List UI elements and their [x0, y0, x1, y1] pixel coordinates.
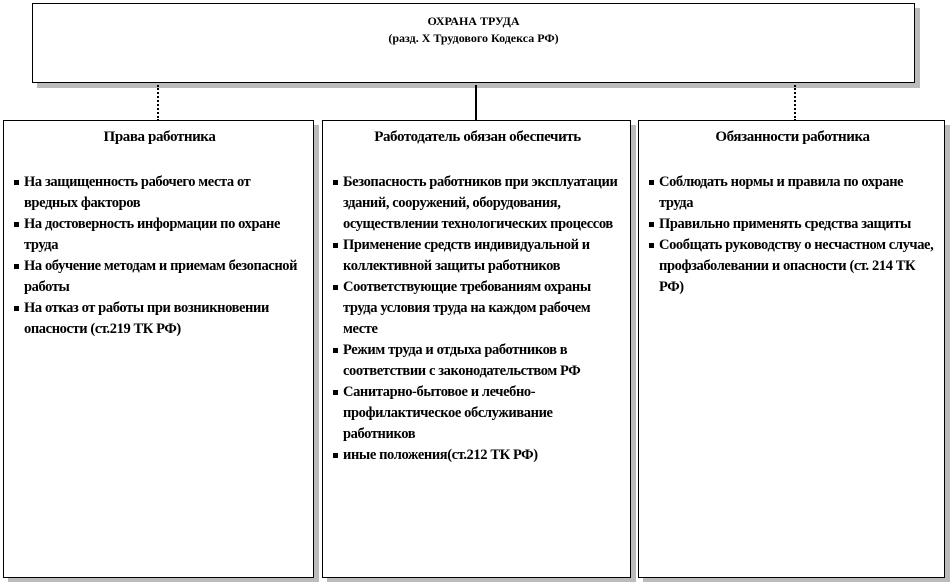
connector-middle: [475, 85, 477, 121]
connector-right: [794, 85, 796, 121]
root-subtitle: (разд. X Трудового Кодекса РФ): [388, 31, 559, 45]
list-item: Применение средств индивидуальной и колл…: [333, 235, 622, 277]
list-item: На защищенность рабочего места от вредны…: [14, 172, 305, 214]
column-worker-rights: Права работника На защищенность рабочего…: [3, 120, 314, 578]
column-worker-duties: Обязанности работника Соблюдать нормы и …: [638, 120, 945, 578]
list-item: иные положения(ст.212 ТК РФ): [333, 445, 622, 466]
column-heading: Обязанности работника: [715, 129, 870, 145]
list-item: Безопасность работников при эксплуатации…: [333, 172, 622, 235]
root-box: ОХРАНА ТРУДА (разд. X Трудового Кодекса …: [32, 3, 915, 83]
list-item: На достоверность информации по охране тр…: [14, 214, 305, 256]
list-item: Режим труда и отдыха работников в соотве…: [333, 340, 622, 382]
list-item: Санитарно-бытовое и лечебно-профилактиче…: [333, 382, 622, 445]
connector-left: [157, 85, 159, 121]
list-item: Соответствующие требованиям охраны труда…: [333, 277, 622, 340]
column-heading: Работодатель обязан обеспечить: [374, 129, 581, 145]
list-item: Правильно применять средства защиты: [649, 214, 936, 235]
column-employer-duties: Работодатель обязан обеспечить Безопасно…: [322, 120, 631, 578]
root-title: ОХРАНА ТРУДА: [427, 14, 520, 28]
column-heading: Права работника: [103, 129, 216, 145]
list-item: Сообщать руководству о несчастном случае…: [649, 235, 936, 298]
list-item: На отказ от работы при возникновении опа…: [14, 298, 305, 340]
list-item: Соблюдать нормы и правила по охране труд…: [649, 172, 936, 214]
list-item: На обучение методам и приемам безопасной…: [14, 256, 305, 298]
